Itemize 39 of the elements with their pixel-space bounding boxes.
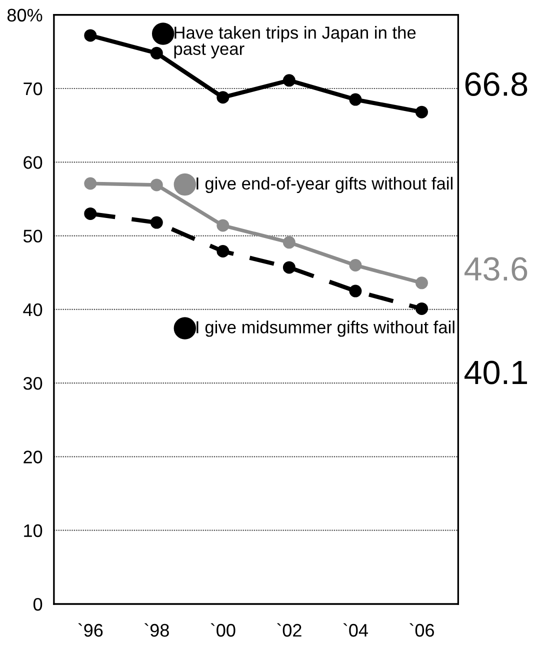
x-tick-label: `98 [144, 623, 169, 637]
x-tick-label: `02 [277, 623, 302, 637]
point [282, 74, 296, 87]
point [84, 29, 97, 42]
point [216, 91, 230, 104]
point [415, 302, 428, 315]
legend-label: Have taken trips in Japan in the past year [174, 26, 416, 58]
point [282, 261, 296, 274]
data-label: 43.6 [464, 257, 528, 281]
point [150, 216, 163, 229]
y-tick-label: 50 [23, 230, 42, 243]
point [216, 245, 230, 258]
y-tick-label: 0 [33, 598, 42, 611]
point [349, 93, 362, 106]
point [216, 219, 230, 232]
legend-label: I give midsummer gifts without fail [196, 320, 454, 337]
y-tick-label: 70 [24, 82, 42, 96]
point [150, 178, 163, 192]
point [84, 207, 97, 220]
y-tick-label: 60 [24, 156, 42, 169]
legend-label: I give end-of-year gifts without fail [196, 176, 452, 194]
data-label: 66.8 [465, 72, 528, 96]
y-tick-label: 10 [24, 524, 42, 538]
x-tick-label: `06 [410, 623, 434, 637]
x-tick-label: `00 [210, 623, 236, 637]
point [84, 177, 97, 190]
y-tick-label: 40 [23, 303, 42, 316]
y-tick-label: 30 [23, 377, 42, 390]
x-tick-label: `04 [343, 623, 368, 637]
x-tick-label: `96 [78, 623, 103, 637]
point [349, 258, 362, 272]
point [415, 276, 428, 290]
y-tick-label: 20 [24, 450, 42, 464]
point [349, 284, 362, 298]
point [282, 236, 296, 249]
y-tick-label: 80% [7, 8, 42, 22]
point [415, 106, 428, 118]
point [150, 46, 163, 60]
data-label: 40.1 [464, 360, 527, 384]
